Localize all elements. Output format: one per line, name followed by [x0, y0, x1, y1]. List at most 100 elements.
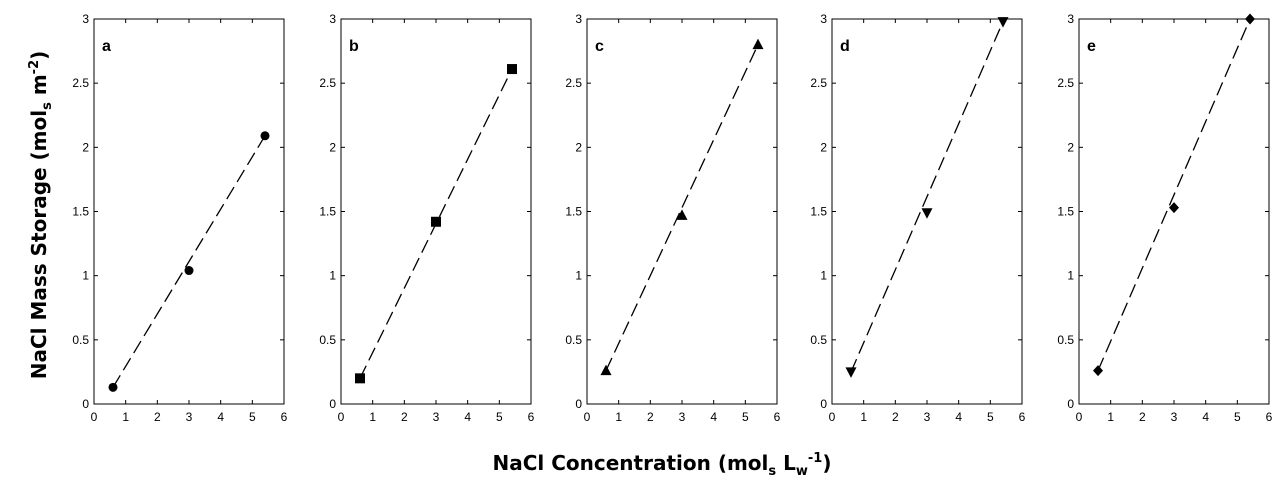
- y-tick-label: 3: [575, 12, 582, 26]
- y-tick-label: 3: [329, 12, 336, 26]
- data-point: [997, 17, 1009, 28]
- y-tick-label: 0.5: [565, 333, 582, 347]
- panels: 0 0.5 1 1.5 2 2.5 3 0 1 2 3 4 5 6 a 0 0.5 1 1.5 2 2.5 3 0 1 2 3 4 5…: [72, 12, 1272, 424]
- x-tick-label: 2: [647, 410, 654, 424]
- y-axis-title-sub: s: [40, 102, 55, 110]
- y-tick-label: 2.5: [319, 76, 336, 90]
- plot-frame: [93, 18, 285, 405]
- y-tick-label: 2: [329, 140, 336, 154]
- x-tick-label: 2: [892, 410, 899, 424]
- y-tick-label: 0: [329, 397, 336, 411]
- data-point: [108, 382, 118, 392]
- x-tick-label: 6: [1019, 410, 1026, 424]
- y-tick-label: 0: [575, 397, 582, 411]
- data-point: [752, 38, 764, 50]
- fit-line: [1097, 18, 1251, 371]
- x-tick-label: 1: [1107, 410, 1114, 424]
- y-tick-label: 2: [1067, 140, 1074, 154]
- y-tick-label: 3: [820, 12, 827, 26]
- y-tick-label: 1.5: [565, 205, 582, 219]
- x-axis-title-sup: -1: [808, 451, 822, 466]
- data-point: [184, 266, 194, 276]
- x-tick-label: 4: [1202, 410, 1209, 424]
- panel-c: 0 0.5 1 1.5 2 2.5 3 0 1 2 3 4 5 6 c: [565, 12, 780, 424]
- x-axis-title-mid: L: [776, 451, 796, 475]
- data-point: [260, 131, 270, 141]
- x-tick-label: 4: [464, 410, 471, 424]
- x-tick-label: 0: [584, 410, 591, 424]
- y-tick-label: 1.5: [319, 205, 336, 219]
- x-axis-title-sub1: s: [768, 464, 776, 479]
- panel-label: e: [1087, 38, 1096, 55]
- x-tick-label: 0: [829, 410, 836, 424]
- x-tick-label: 5: [249, 410, 256, 424]
- y-tick-label: 0: [1067, 397, 1074, 411]
- panel-label: d: [840, 38, 850, 55]
- y-tick-label: 1.5: [810, 205, 827, 219]
- panel-label: b: [349, 38, 359, 55]
- data-point: [1093, 365, 1103, 377]
- y-tick-label: 1.5: [1057, 205, 1074, 219]
- x-tick-label: 5: [742, 410, 749, 424]
- y-tick-label: 0: [82, 397, 89, 411]
- x-axis-title: NaCl Concentration (mols Lw-1): [493, 451, 832, 479]
- y-tick-label: 0.5: [72, 333, 89, 347]
- x-tick-label: 4: [710, 410, 717, 424]
- data-point: [431, 216, 441, 227]
- x-tick-label: 3: [1171, 410, 1178, 424]
- data-point: [1245, 13, 1255, 25]
- y-tick-label: 3: [1067, 12, 1074, 26]
- fit-line: [112, 135, 266, 388]
- x-tick-label: 0: [1076, 410, 1083, 424]
- y-tick-label: 1: [575, 269, 582, 283]
- x-tick-label: 6: [1266, 410, 1272, 424]
- y-tick-label: 2.5: [810, 76, 827, 90]
- x-tick-label: 2: [1139, 410, 1146, 424]
- y-tick-label: 2.5: [72, 76, 89, 90]
- x-tick-label: 1: [615, 410, 622, 424]
- y-tick-label: 3: [82, 12, 89, 26]
- y-axis-title-end: ): [27, 51, 51, 60]
- x-tick-label: 6: [774, 410, 781, 424]
- y-tick-label: 2: [820, 140, 827, 154]
- plot-frame: [340, 18, 532, 405]
- x-tick-label: 3: [924, 410, 931, 424]
- data-point: [1169, 202, 1179, 214]
- x-tick-label: 1: [369, 410, 376, 424]
- y-tick-label: 1: [329, 269, 336, 283]
- y-axis-title: NaCl Mass Storage (mols m-2): [27, 51, 55, 380]
- panel-label: a: [102, 38, 111, 55]
- y-axis-title-mid: m: [27, 74, 51, 102]
- y-axis-title-sup: -2: [27, 60, 42, 74]
- data-point: [921, 208, 933, 219]
- y-tick-label: 0.5: [319, 333, 336, 347]
- x-tick-label: 5: [987, 410, 994, 424]
- x-tick-label: 0: [338, 410, 345, 424]
- y-axis-title-main: NaCl Mass Storage (mol: [27, 110, 51, 379]
- y-tick-label: 0.5: [810, 333, 827, 347]
- x-axis-title-sub2: w: [796, 464, 808, 479]
- x-tick-label: 5: [496, 410, 503, 424]
- x-tick-label: 5: [1234, 410, 1241, 424]
- fit-line: [850, 21, 1004, 373]
- y-tick-label: 2: [82, 140, 89, 154]
- panel-d: 0 0.5 1 1.5 2 2.5 3 0 1 2 3 4 5 6 d: [810, 12, 1025, 424]
- y-tick-label: 1: [82, 269, 89, 283]
- x-tick-label: 2: [401, 410, 408, 424]
- x-axis-title-end: ): [822, 451, 831, 475]
- panel-a: 0 0.5 1 1.5 2 2.5 3 0 1 2 3 4 5 6 a: [72, 12, 287, 424]
- y-tick-label: 2.5: [565, 76, 582, 90]
- x-tick-label: 0: [91, 410, 98, 424]
- data-point: [845, 367, 857, 378]
- fit-line: [605, 44, 759, 371]
- x-tick-label: 3: [679, 410, 686, 424]
- x-tick-label: 4: [955, 410, 962, 424]
- x-tick-label: 1: [860, 410, 867, 424]
- x-tick-label: 4: [217, 410, 224, 424]
- y-tick-label: 2.5: [1057, 76, 1074, 90]
- panel-label: c: [595, 38, 604, 55]
- x-tick-label: 3: [186, 410, 193, 424]
- y-tick-label: 1: [1067, 269, 1074, 283]
- y-tick-label: 1.5: [72, 205, 89, 219]
